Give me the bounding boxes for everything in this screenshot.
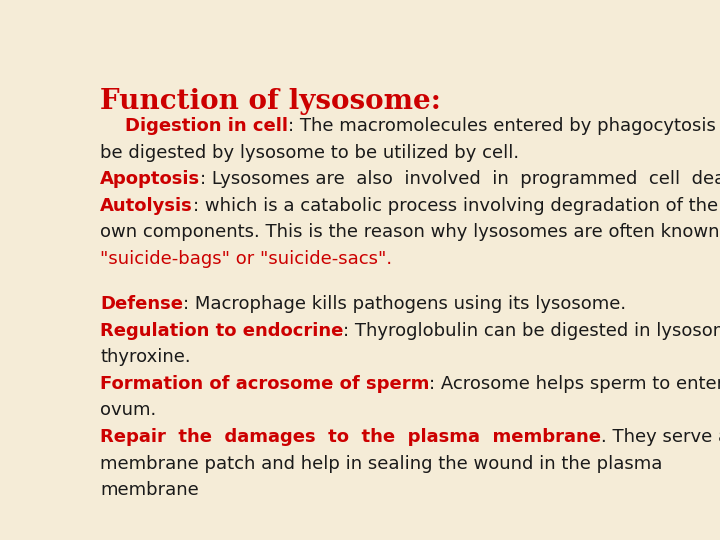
Text: Apoptosis: Apoptosis [100, 170, 200, 188]
Text: Function of lysosome:: Function of lysosome: [100, 88, 441, 115]
Text: Defense: Defense [100, 295, 183, 313]
Text: : Thyroglobulin can be digested in lysosome as: : Thyroglobulin can be digested in lysos… [343, 322, 720, 340]
Text: membrane: membrane [100, 481, 199, 499]
Text: "suicide-bags" or "suicide-sacs".: "suicide-bags" or "suicide-sacs". [100, 250, 392, 268]
Text: own components. This is the reason why lysosomes are often known as: own components. This is the reason why l… [100, 224, 720, 241]
Text: Digestion in cell: Digestion in cell [100, 117, 288, 135]
Text: thyroxine.: thyroxine. [100, 348, 191, 366]
Text: ovum.: ovum. [100, 401, 156, 420]
Text: : The macromolecules entered by phagocytosis can: : The macromolecules entered by phagocyt… [288, 117, 720, 135]
Text: : Lysosomes are  also  involved  in  programmed  cell  death    .: : Lysosomes are also involved in program… [200, 170, 720, 188]
Text: . They serve as: . They serve as [601, 428, 720, 446]
Text: be digested by lysosome to be utilized by cell.: be digested by lysosome to be utilized b… [100, 144, 519, 161]
Text: : Macrophage kills pathogens using its lysosome.: : Macrophage kills pathogens using its l… [183, 295, 626, 313]
Text: : Acrosome helps sperm to enter: : Acrosome helps sperm to enter [429, 375, 720, 393]
Text: Regulation to endocrine: Regulation to endocrine [100, 322, 343, 340]
Text: : which is a catabolic process involving degradation of the cells: : which is a catabolic process involving… [193, 197, 720, 215]
Text: Formation of acrosome of sperm: Formation of acrosome of sperm [100, 375, 429, 393]
Text: Autolysis: Autolysis [100, 197, 193, 215]
Text: Repair  the  damages  to  the  plasma  membrane: Repair the damages to the plasma membran… [100, 428, 601, 446]
Text: membrane patch and help in sealing the wound in the plasma: membrane patch and help in sealing the w… [100, 455, 662, 472]
